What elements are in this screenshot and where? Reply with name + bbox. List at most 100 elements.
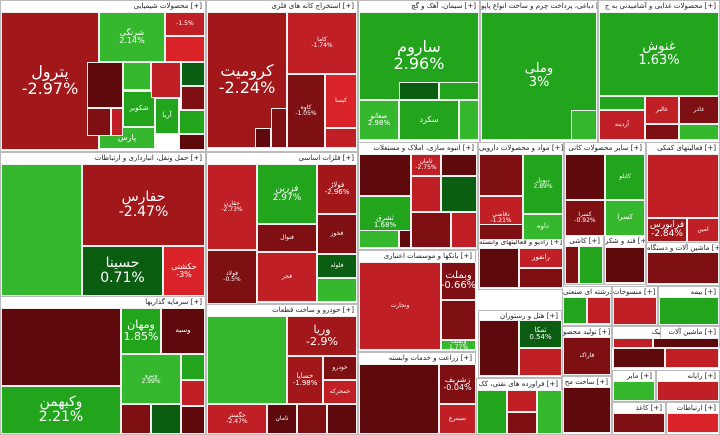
stock-tile[interactable]: غنوش 1.63% bbox=[599, 12, 719, 96]
stock-tile[interactable] bbox=[479, 320, 519, 376]
stock-tile[interactable]: کابلو bbox=[605, 154, 645, 200]
stock-tile[interactable] bbox=[207, 316, 287, 404]
stock-tile[interactable] bbox=[613, 381, 655, 401]
stock-tile[interactable]: حسینا 0.71% bbox=[82, 246, 163, 296]
stock-tile[interactable] bbox=[563, 387, 611, 433]
stock-tile[interactable] bbox=[181, 380, 205, 406]
stock-tile[interactable]: -1.5% bbox=[165, 12, 205, 36]
stock-tile[interactable] bbox=[657, 381, 719, 401]
stock-tile[interactable] bbox=[519, 348, 562, 376]
stock-tile[interactable]: امین bbox=[687, 218, 719, 242]
stock-tile[interactable] bbox=[271, 108, 287, 148]
stock-tile[interactable] bbox=[613, 297, 657, 325]
stock-tile[interactable]: کاوه -1.05% bbox=[287, 74, 325, 148]
stock-tile[interactable] bbox=[359, 154, 411, 196]
stock-tile[interactable]: خساپا -1.98% bbox=[287, 356, 323, 404]
stock-tile[interactable] bbox=[325, 128, 357, 148]
stock-tile[interactable]: ثامان bbox=[267, 404, 297, 434]
stock-tile[interactable]: فاراک bbox=[563, 337, 611, 375]
stock-tile[interactable] bbox=[599, 96, 645, 110]
stock-tile[interactable] bbox=[613, 338, 653, 348]
stock-tile[interactable]: فزرین 2.97% bbox=[257, 164, 317, 224]
stock-tile[interactable] bbox=[327, 404, 357, 434]
stock-tile[interactable] bbox=[653, 338, 719, 348]
stock-tile[interactable] bbox=[645, 124, 679, 140]
stock-tile[interactable]: حفارس -2.47% bbox=[82, 164, 205, 246]
stock-tile[interactable] bbox=[579, 246, 603, 284]
stock-tile[interactable]: آردینه bbox=[599, 110, 645, 140]
stock-tile[interactable] bbox=[111, 108, 123, 136]
stock-tile[interactable] bbox=[121, 404, 151, 434]
stock-tile[interactable] bbox=[605, 247, 645, 283]
stock-tile[interactable] bbox=[587, 297, 611, 324]
stock-tile[interactable]: وسیه bbox=[161, 308, 205, 354]
stock-tile[interactable]: فولاژ -2.96% bbox=[317, 164, 357, 214]
stock-tile[interactable] bbox=[359, 364, 439, 434]
stock-tile[interactable] bbox=[297, 404, 327, 434]
stock-tile[interactable]: حکشتی -3% bbox=[163, 246, 205, 296]
stock-tile[interactable]: فنوال bbox=[257, 224, 317, 252]
stock-tile[interactable]: غالبر bbox=[645, 96, 679, 124]
stock-tile[interactable]: کیسا bbox=[325, 74, 357, 128]
stock-tile[interactable]: فرابورس -2.84% bbox=[647, 218, 687, 242]
stock-tile[interactable]: سیمرغ bbox=[439, 404, 476, 434]
stock-tile[interactable]: ثامان -2.75% bbox=[411, 154, 441, 176]
stock-tile[interactable]: فولاد -0.5% bbox=[207, 250, 257, 304]
stock-tile[interactable]: شرنگی 2.14% bbox=[99, 12, 165, 62]
stock-tile[interactable] bbox=[441, 154, 477, 176]
stock-tile[interactable] bbox=[679, 124, 719, 140]
stock-tile[interactable]: وکبهمن 2.21% bbox=[1, 386, 121, 434]
stock-tile[interactable]: ونجارت bbox=[359, 262, 441, 350]
stock-tile[interactable] bbox=[647, 154, 719, 218]
stock-tile[interactable] bbox=[181, 86, 205, 110]
stock-tile[interactable] bbox=[507, 412, 537, 434]
stock-tile[interactable] bbox=[123, 62, 151, 90]
stock-tile[interactable]: کاما -1.74% bbox=[287, 12, 357, 74]
stock-tile[interactable] bbox=[565, 246, 579, 284]
stock-tile[interactable] bbox=[647, 252, 719, 284]
stock-tile[interactable] bbox=[441, 176, 477, 212]
stock-tile[interactable] bbox=[255, 128, 271, 148]
stock-tile[interactable] bbox=[179, 110, 205, 134]
stock-tile[interactable]: حقارن -2.73% bbox=[207, 164, 257, 250]
stock-tile[interactable]: داوه bbox=[523, 214, 563, 240]
stock-tile[interactable]: سکرد bbox=[399, 100, 459, 140]
stock-tile[interactable]: خگستر -2.47% bbox=[207, 404, 267, 434]
stock-tile[interactable] bbox=[667, 413, 719, 433]
stock-tile[interactable] bbox=[451, 212, 477, 248]
stock-tile[interactable] bbox=[565, 154, 605, 200]
stock-tile[interactable]: وبملت -0.66% bbox=[441, 262, 476, 300]
stock-tile[interactable]: زشریف -0.04% bbox=[439, 364, 476, 404]
stock-tile[interactable]: آریا bbox=[155, 98, 179, 134]
stock-tile[interactable] bbox=[1, 164, 82, 296]
stock-tile[interactable] bbox=[317, 278, 357, 302]
stock-tile[interactable]: غاذر bbox=[679, 96, 719, 124]
stock-tile[interactable] bbox=[411, 212, 451, 248]
stock-tile[interactable]: فجر bbox=[257, 252, 317, 302]
stock-tile[interactable] bbox=[87, 62, 123, 108]
stock-tile[interactable] bbox=[537, 390, 562, 434]
stock-tile[interactable] bbox=[181, 406, 205, 434]
stock-tile[interactable] bbox=[571, 110, 597, 140]
stock-tile[interactable]: پترول -2.97% bbox=[1, 12, 99, 150]
stock-tile[interactable] bbox=[439, 82, 479, 100]
stock-tile[interactable] bbox=[459, 100, 479, 140]
stock-tile[interactable] bbox=[87, 108, 111, 136]
stock-tile[interactable]: رانفور bbox=[519, 248, 563, 268]
stock-tile[interactable] bbox=[613, 413, 665, 433]
stock-tile[interactable] bbox=[165, 36, 205, 62]
stock-tile[interactable] bbox=[179, 134, 205, 150]
stock-tile[interactable]: ونیرو 2.99% bbox=[121, 354, 181, 404]
stock-tile[interactable] bbox=[411, 176, 441, 212]
stock-tile[interactable]: کرومیت -2.24% bbox=[207, 12, 287, 148]
stock-tile[interactable] bbox=[479, 248, 519, 288]
stock-tile[interactable] bbox=[659, 297, 719, 325]
stock-tile[interactable]: ثمکا 0.54% bbox=[519, 320, 562, 348]
stock-tile[interactable]: شکویر bbox=[123, 91, 155, 127]
stock-tile[interactable]: خمحرکه bbox=[323, 380, 357, 404]
stock-tile[interactable]: ومهان 1.85% bbox=[121, 308, 161, 354]
stock-tile[interactable] bbox=[507, 390, 537, 412]
stock-tile[interactable] bbox=[399, 230, 411, 248]
stock-tile[interactable] bbox=[151, 62, 181, 98]
stock-tile[interactable] bbox=[181, 354, 205, 380]
